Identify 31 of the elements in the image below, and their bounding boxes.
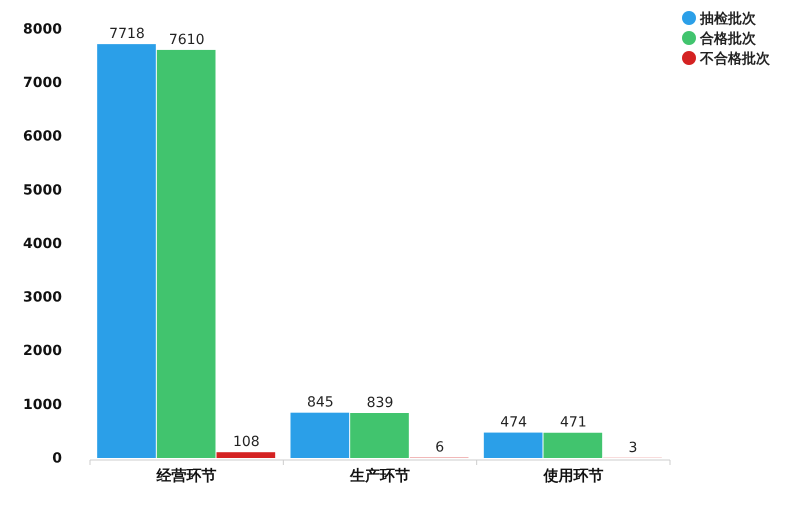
data-label: 474 — [500, 414, 528, 431]
data-label: 7718 — [109, 26, 145, 42]
bar — [544, 432, 602, 458]
y-tick-label: 4000 — [23, 236, 62, 252]
data-label: 108 — [232, 434, 260, 450]
x-tick-label: 使用环节 — [542, 466, 604, 485]
x-tick-label: 经营环节 — [156, 466, 217, 485]
legend-label: 不合格批次 — [699, 51, 771, 67]
bar — [290, 412, 350, 458]
y-tick-label: 8000 — [23, 21, 62, 38]
y-tick-label: 5000 — [23, 182, 62, 198]
x-tick-label: 生产环节 — [349, 466, 410, 485]
data-label: 471 — [560, 414, 587, 431]
data-label: 839 — [366, 395, 394, 412]
y-tick-label: 2000 — [23, 343, 62, 360]
bar — [97, 44, 156, 458]
data-label: 6 — [435, 440, 444, 456]
y-tick-label: 0 — [52, 450, 62, 466]
y-tick-label: 6000 — [23, 128, 62, 145]
data-label: 3 — [628, 440, 638, 456]
data-label: 845 — [306, 394, 334, 411]
bar — [484, 432, 542, 458]
bar — [156, 50, 216, 458]
bar — [216, 452, 276, 458]
y-tick-label: 3000 — [23, 290, 62, 306]
data-label: 7610 — [168, 32, 204, 48]
legend-label: 抽检批次 — [699, 11, 757, 27]
bar — [350, 413, 409, 458]
legend-label: 合格批次 — [699, 31, 757, 47]
y-tick-label: 1000 — [23, 396, 62, 413]
y-tick-label: 7000 — [23, 75, 62, 92]
